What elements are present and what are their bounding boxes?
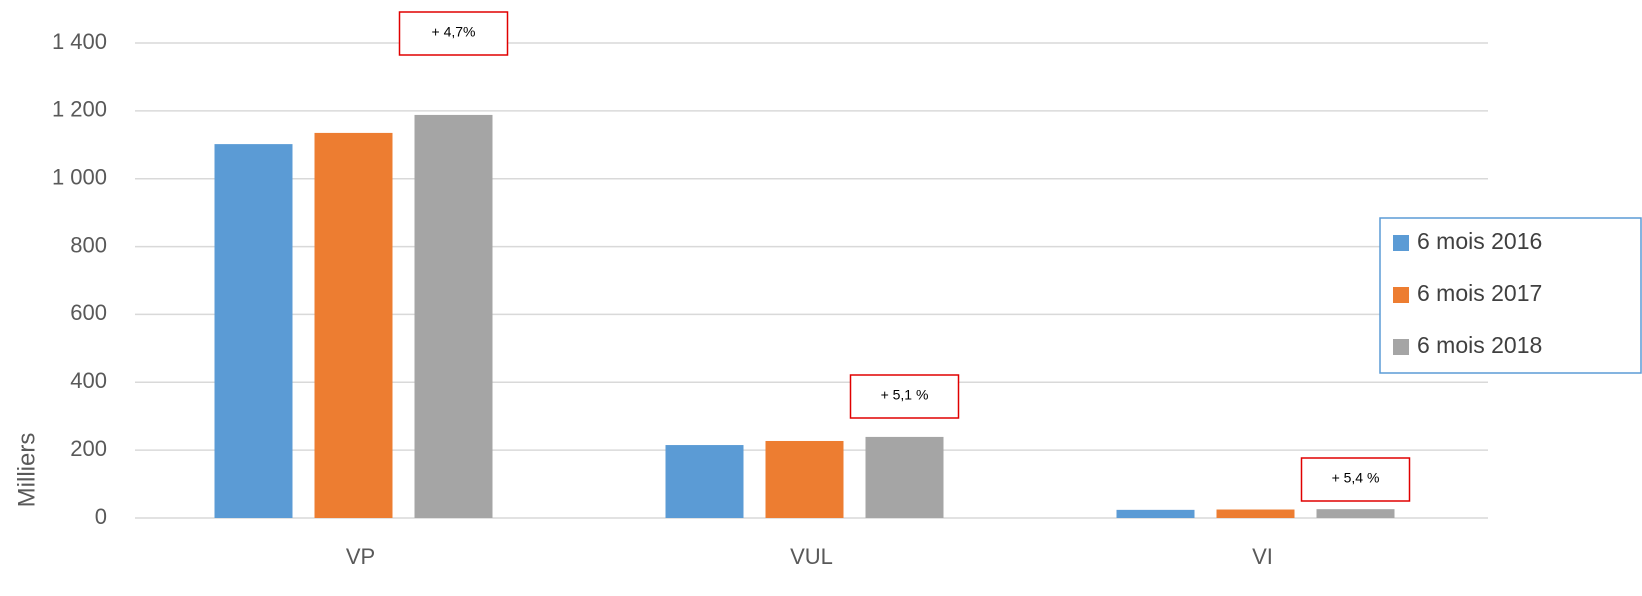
bar xyxy=(865,436,944,518)
legend-swatch xyxy=(1393,235,1409,251)
annotation: + 4,7% xyxy=(432,24,476,40)
bar xyxy=(1216,509,1295,518)
y-tick-label: 800 xyxy=(70,232,107,257)
x-tick-label: VI xyxy=(1252,544,1273,569)
y-tick-label: 1 000 xyxy=(52,165,107,190)
annotation-box xyxy=(1300,457,1411,502)
y-tick-label: 400 xyxy=(70,368,107,393)
y-tick-label: 200 xyxy=(70,436,107,461)
legend-label: 6 mois 2017 xyxy=(1417,280,1542,306)
annotation: + 5,1 % xyxy=(881,387,929,403)
annotation-box xyxy=(849,374,960,419)
bar xyxy=(1316,509,1395,518)
annotation: + 5,4 % xyxy=(1332,470,1380,486)
legend-label: 6 mois 2016 xyxy=(1417,228,1542,254)
y-tick-label: 0 xyxy=(95,504,107,529)
bar xyxy=(765,440,844,518)
y-tick-label: 600 xyxy=(70,300,107,325)
y-tick-label: 1 200 xyxy=(52,97,107,122)
y-tick-label: 1 400 xyxy=(52,29,107,54)
annotation-box xyxy=(398,11,509,56)
bar xyxy=(665,445,744,518)
legend-swatch xyxy=(1393,339,1409,355)
bar xyxy=(414,114,493,518)
x-tick-label: VUL xyxy=(790,544,833,569)
legend-box xyxy=(1379,217,1642,374)
legend-swatch xyxy=(1393,287,1409,303)
y-axis-label: Milliers xyxy=(13,433,40,508)
bar xyxy=(314,132,393,519)
bar xyxy=(1116,509,1195,518)
legend-label: 6 mois 2018 xyxy=(1417,332,1542,358)
bar xyxy=(214,144,293,518)
x-tick-label: VP xyxy=(346,544,375,569)
